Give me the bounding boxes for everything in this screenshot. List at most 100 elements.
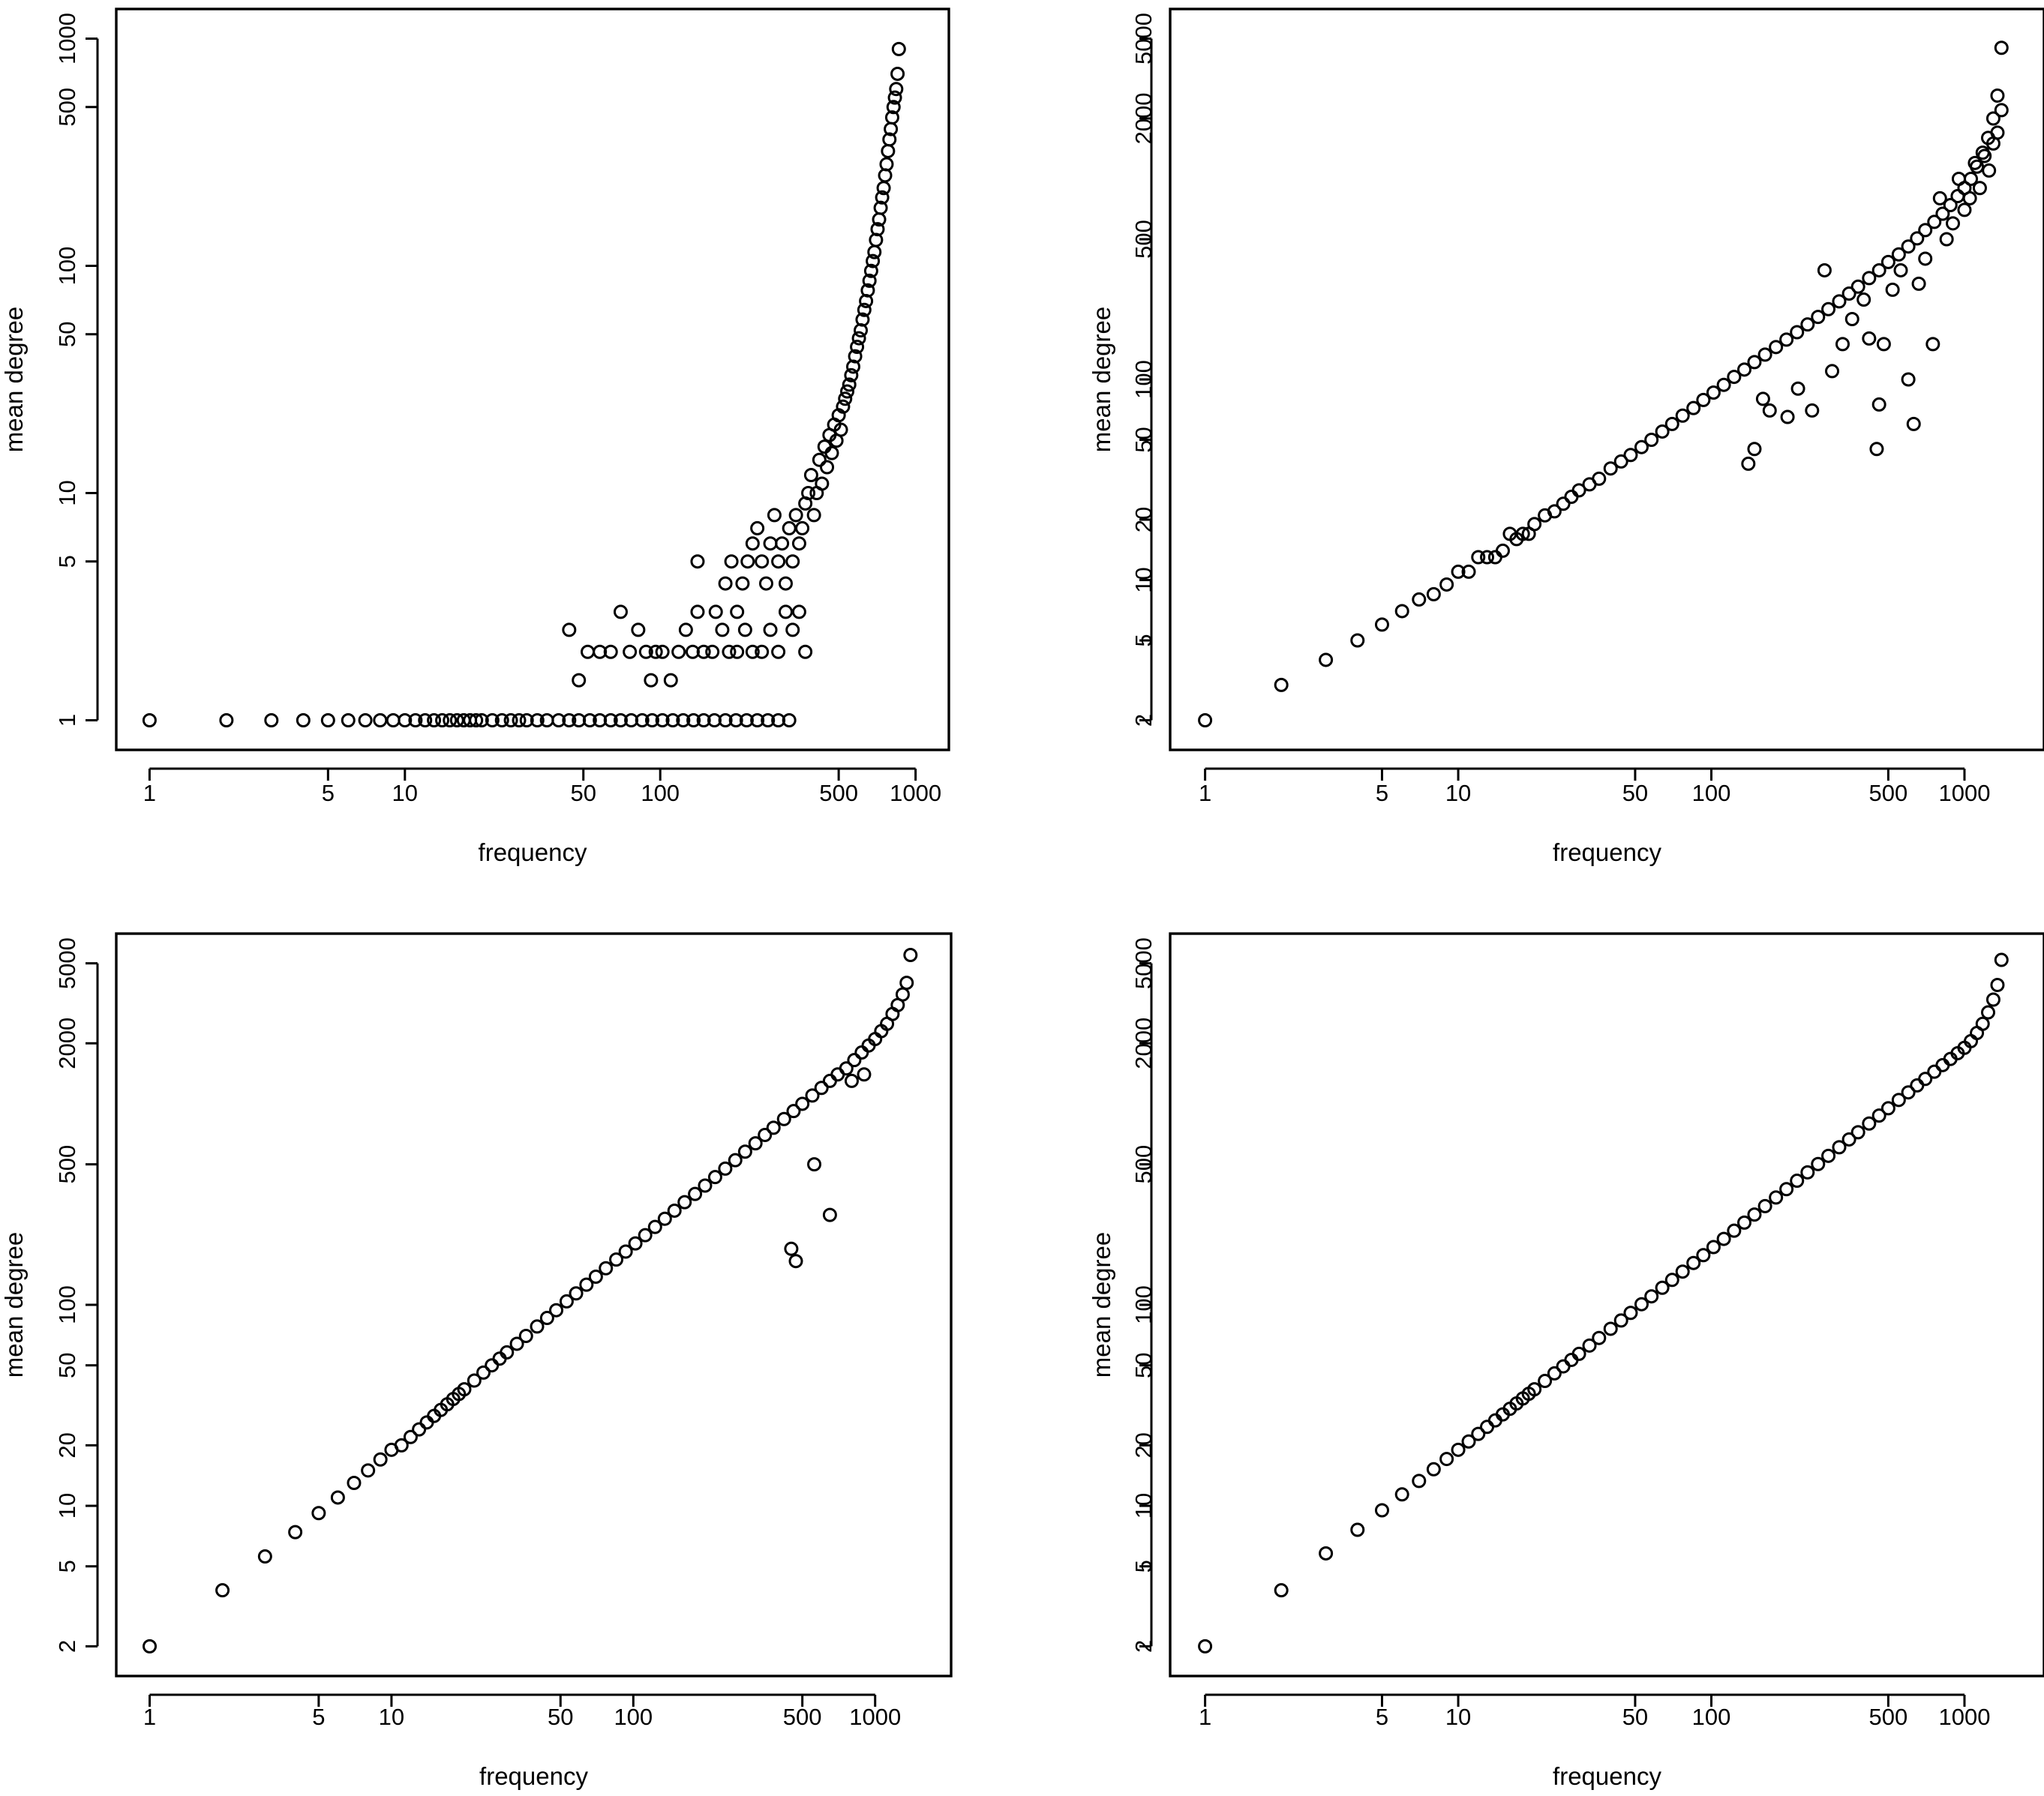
- data-point: [678, 622, 693, 637]
- data-point: [895, 987, 910, 1002]
- data-point: [618, 1244, 633, 1259]
- data-point: [708, 604, 723, 619]
- data-point: [1990, 88, 2005, 103]
- x-axis-label: frequency: [1553, 838, 1661, 866]
- y-tick-label: 1: [54, 714, 80, 727]
- data-point: [644, 673, 659, 688]
- data-point: [581, 644, 596, 659]
- data-point: [1727, 370, 1742, 385]
- data-point: [264, 712, 279, 727]
- data-point: [373, 712, 388, 727]
- x-tick-label: 5: [322, 780, 335, 806]
- data-point: [1412, 1474, 1427, 1489]
- data-point: [1471, 550, 1486, 565]
- data-point: [890, 66, 905, 81]
- x-tick-label: 50: [570, 780, 596, 806]
- data-point: [1394, 604, 1409, 619]
- data-point: [1862, 271, 1877, 286]
- data-point: [873, 200, 888, 215]
- data-point: [518, 1329, 533, 1344]
- data-point: [1644, 1289, 1659, 1304]
- y-axis-label: mean degree: [1088, 1232, 1115, 1378]
- data-point: [1755, 391, 1770, 406]
- data-point: [569, 1286, 584, 1301]
- data-point: [1977, 148, 1992, 163]
- data-point: [1515, 526, 1530, 541]
- data-point: [1603, 1321, 1618, 1336]
- panel-2: 1 5 10 50 100 500 1000 2 5 10 20 50 100 500 2000 5000 fr…: [1088, 7, 2044, 866]
- data-point: [1975, 1016, 1990, 1031]
- data-point: [509, 1336, 524, 1351]
- data-point: [655, 644, 670, 659]
- data-point: [1862, 1116, 1877, 1131]
- data-points: [1198, 952, 2009, 1654]
- data-point: [822, 1073, 837, 1088]
- x-tick-label: 1000: [1938, 1704, 1990, 1730]
- y-tick-label: 2: [54, 1640, 80, 1653]
- data-point: [696, 712, 711, 727]
- data-point: [1613, 1313, 1628, 1328]
- y-tick-label: 5: [1130, 634, 1157, 646]
- data-point: [860, 283, 875, 298]
- data-point: [1901, 1085, 1916, 1100]
- data-point: [603, 712, 618, 727]
- data-point: [1439, 1452, 1454, 1467]
- data-point: [1461, 564, 1476, 579]
- data-point: [1981, 1005, 1996, 1020]
- data-point: [728, 1153, 743, 1168]
- data-point: [599, 1261, 614, 1276]
- x-tick-label: 10: [379, 1704, 404, 1730]
- data-point: [623, 644, 638, 659]
- data-point: [457, 1382, 472, 1397]
- y-tick-label: 10: [54, 1493, 80, 1519]
- data-point: [1426, 586, 1441, 601]
- data-point: [730, 644, 745, 659]
- data-point: [1950, 189, 1965, 204]
- data-point: [476, 1365, 491, 1380]
- data-point: [771, 554, 786, 569]
- data-point: [1957, 202, 1972, 217]
- data-point: [638, 1228, 653, 1243]
- data-point: [870, 222, 885, 237]
- x-tick-label: 100: [614, 1704, 653, 1730]
- data-point: [833, 422, 848, 437]
- data-point: [1737, 1215, 1751, 1230]
- data-point: [1350, 633, 1365, 648]
- data-point: [715, 622, 730, 637]
- data-point: [667, 1203, 682, 1218]
- data-point: [1885, 282, 1900, 297]
- y-tick-label: 5000: [1130, 13, 1157, 64]
- data-point: [1910, 1078, 1925, 1093]
- data-point: [644, 712, 659, 727]
- data-point: [657, 1211, 672, 1226]
- data-point: [740, 554, 755, 569]
- data-point: [855, 312, 870, 327]
- data-point: [1972, 181, 1987, 196]
- data-point: [737, 1144, 752, 1159]
- y-tick-label: 20: [1130, 507, 1157, 532]
- data-point: [1374, 617, 1389, 632]
- data-point: [767, 508, 782, 523]
- data-point: [1634, 1297, 1649, 1312]
- data-point: [562, 622, 577, 637]
- data-point: [1556, 496, 1571, 511]
- data-point: [1841, 1132, 1856, 1147]
- data-point: [737, 622, 752, 637]
- data-point: [1821, 301, 1836, 316]
- y-tick-label: 50: [54, 1352, 80, 1378]
- data-point: [735, 576, 750, 591]
- data-point: [358, 712, 373, 727]
- data-point: [609, 1252, 624, 1267]
- data-point: [750, 712, 765, 727]
- data-point: [1675, 1264, 1690, 1279]
- data-point: [1918, 1072, 1933, 1087]
- data-point: [1994, 40, 2009, 55]
- data-point: [1613, 454, 1628, 469]
- data-point: [1893, 262, 1908, 277]
- y-tick-label: 50: [54, 321, 80, 346]
- data-point: [386, 712, 401, 727]
- x-tick-label: 100: [1692, 780, 1731, 806]
- data-point: [803, 468, 818, 483]
- data-point: [795, 1096, 810, 1111]
- data-point: [1547, 1366, 1562, 1381]
